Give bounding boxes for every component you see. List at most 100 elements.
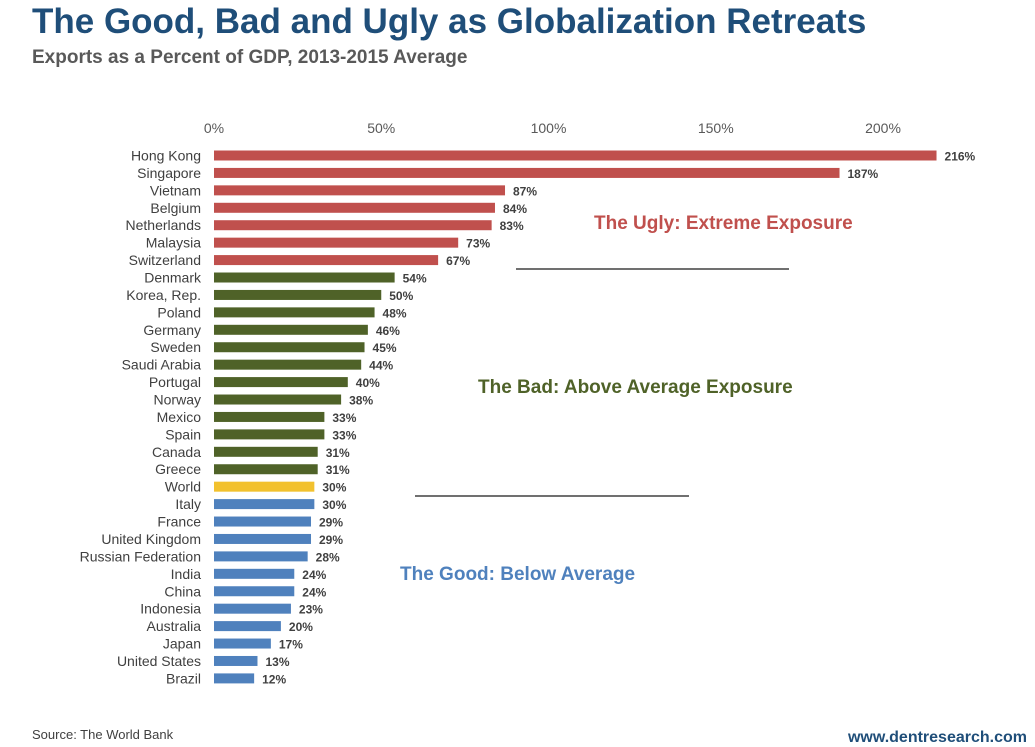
bar xyxy=(214,533,312,544)
page-subtitle: Exports as a Percent of GDP, 2013-2015 A… xyxy=(32,47,468,68)
category-label: Norway xyxy=(154,392,201,408)
bar xyxy=(214,429,325,440)
x-tick-label: 200% xyxy=(865,120,901,136)
data-label: 73% xyxy=(466,237,490,251)
data-label: 23% xyxy=(299,603,323,617)
bar xyxy=(214,655,258,666)
bar xyxy=(214,342,365,353)
bar xyxy=(214,220,492,231)
category-label: Australia xyxy=(147,618,202,634)
data-label: 46% xyxy=(376,324,400,338)
data-label: 17% xyxy=(279,638,303,652)
bar xyxy=(214,307,375,318)
category-label: Sweden xyxy=(150,339,201,355)
data-label: 83% xyxy=(500,219,524,233)
bar xyxy=(214,446,318,457)
data-label: 40% xyxy=(356,376,380,390)
data-label: 20% xyxy=(289,620,313,634)
bar xyxy=(214,324,368,335)
category-label: Germany xyxy=(143,322,201,338)
x-tick-label: 0% xyxy=(204,120,224,136)
bar xyxy=(214,516,312,527)
category-label: Netherlands xyxy=(126,217,202,233)
bar xyxy=(214,394,342,405)
bar xyxy=(214,255,439,266)
category-label: Hong Kong xyxy=(131,148,201,164)
data-label: 12% xyxy=(262,672,286,686)
category-label: Denmark xyxy=(144,270,202,286)
bar xyxy=(214,603,291,614)
category-label: World xyxy=(165,479,201,495)
x-tick-label: 100% xyxy=(531,120,567,136)
category-label: Vietnam xyxy=(150,182,201,198)
category-label: Singapore xyxy=(137,165,201,181)
data-label: 33% xyxy=(332,428,356,442)
category-label: Korea, Rep. xyxy=(126,287,201,303)
annotation-bad: The Bad: Above Average Exposure xyxy=(478,377,793,398)
data-label: 13% xyxy=(265,655,289,669)
data-label: 24% xyxy=(302,585,326,599)
data-label: 44% xyxy=(369,359,393,373)
data-label: 29% xyxy=(319,533,343,547)
category-label: Mexico xyxy=(157,409,202,425)
page-title: The Good, Bad and Ugly as Globalization … xyxy=(32,2,867,41)
source-note: Source: The World Bank xyxy=(32,727,174,742)
bar xyxy=(214,237,459,248)
category-label: Italy xyxy=(175,496,201,512)
data-label: 30% xyxy=(322,498,346,512)
category-label: Poland xyxy=(157,304,201,320)
data-label: 29% xyxy=(319,516,343,530)
bar xyxy=(214,586,295,597)
category-label: Spain xyxy=(165,426,201,442)
category-label: Portugal xyxy=(149,374,201,390)
bar xyxy=(214,673,255,684)
category-label: France xyxy=(157,514,201,530)
category-label: United States xyxy=(117,653,201,669)
category-label: China xyxy=(164,583,201,599)
data-label: 33% xyxy=(332,411,356,425)
x-tick-label: 50% xyxy=(367,120,395,136)
bar xyxy=(214,621,281,632)
bar xyxy=(214,272,395,283)
category-label: United Kingdom xyxy=(101,531,201,547)
bar xyxy=(214,551,308,562)
data-labels: 216% 187% 87% 84% 83% 73% 67% 54% 50% 48% 46% 45% 44… xyxy=(262,150,975,687)
bar xyxy=(214,499,315,510)
bars xyxy=(214,150,937,684)
data-label: 50% xyxy=(389,289,413,303)
category-label: Greece xyxy=(155,461,201,477)
bar xyxy=(214,638,271,649)
data-label: 31% xyxy=(326,446,350,460)
data-label: 216% xyxy=(945,150,976,164)
category-label: Canada xyxy=(152,444,201,460)
data-label: 84% xyxy=(503,202,527,216)
bar xyxy=(214,411,325,422)
category-label: Russian Federation xyxy=(80,548,201,564)
data-label: 28% xyxy=(316,550,340,564)
bar xyxy=(214,464,318,475)
website-link[interactable]: www.dentresearch.com xyxy=(847,729,1027,746)
category-label: Malaysia xyxy=(146,235,201,251)
category-label: India xyxy=(171,566,202,582)
bar xyxy=(214,289,382,300)
annotation-ugly: The Ugly: Extreme Exposure xyxy=(594,213,853,234)
category-label: Brazil xyxy=(166,670,201,686)
bar xyxy=(214,202,495,213)
data-label: 67% xyxy=(446,254,470,268)
bar xyxy=(214,150,937,161)
category-label: Switzerland xyxy=(129,252,201,268)
data-label: 31% xyxy=(326,463,350,477)
bar xyxy=(214,167,840,178)
annotations: The Ugly: Extreme Exposure The Bad: Above… xyxy=(400,213,853,585)
bar xyxy=(214,568,295,579)
data-label: 87% xyxy=(513,184,537,198)
bar xyxy=(214,359,362,370)
data-label: 30% xyxy=(322,481,346,495)
data-label: 24% xyxy=(302,568,326,582)
x-tick-label: 150% xyxy=(698,120,734,136)
data-label: 45% xyxy=(373,341,397,355)
data-label: 187% xyxy=(848,167,879,181)
annotation-good: The Good: Below Average xyxy=(400,564,635,585)
